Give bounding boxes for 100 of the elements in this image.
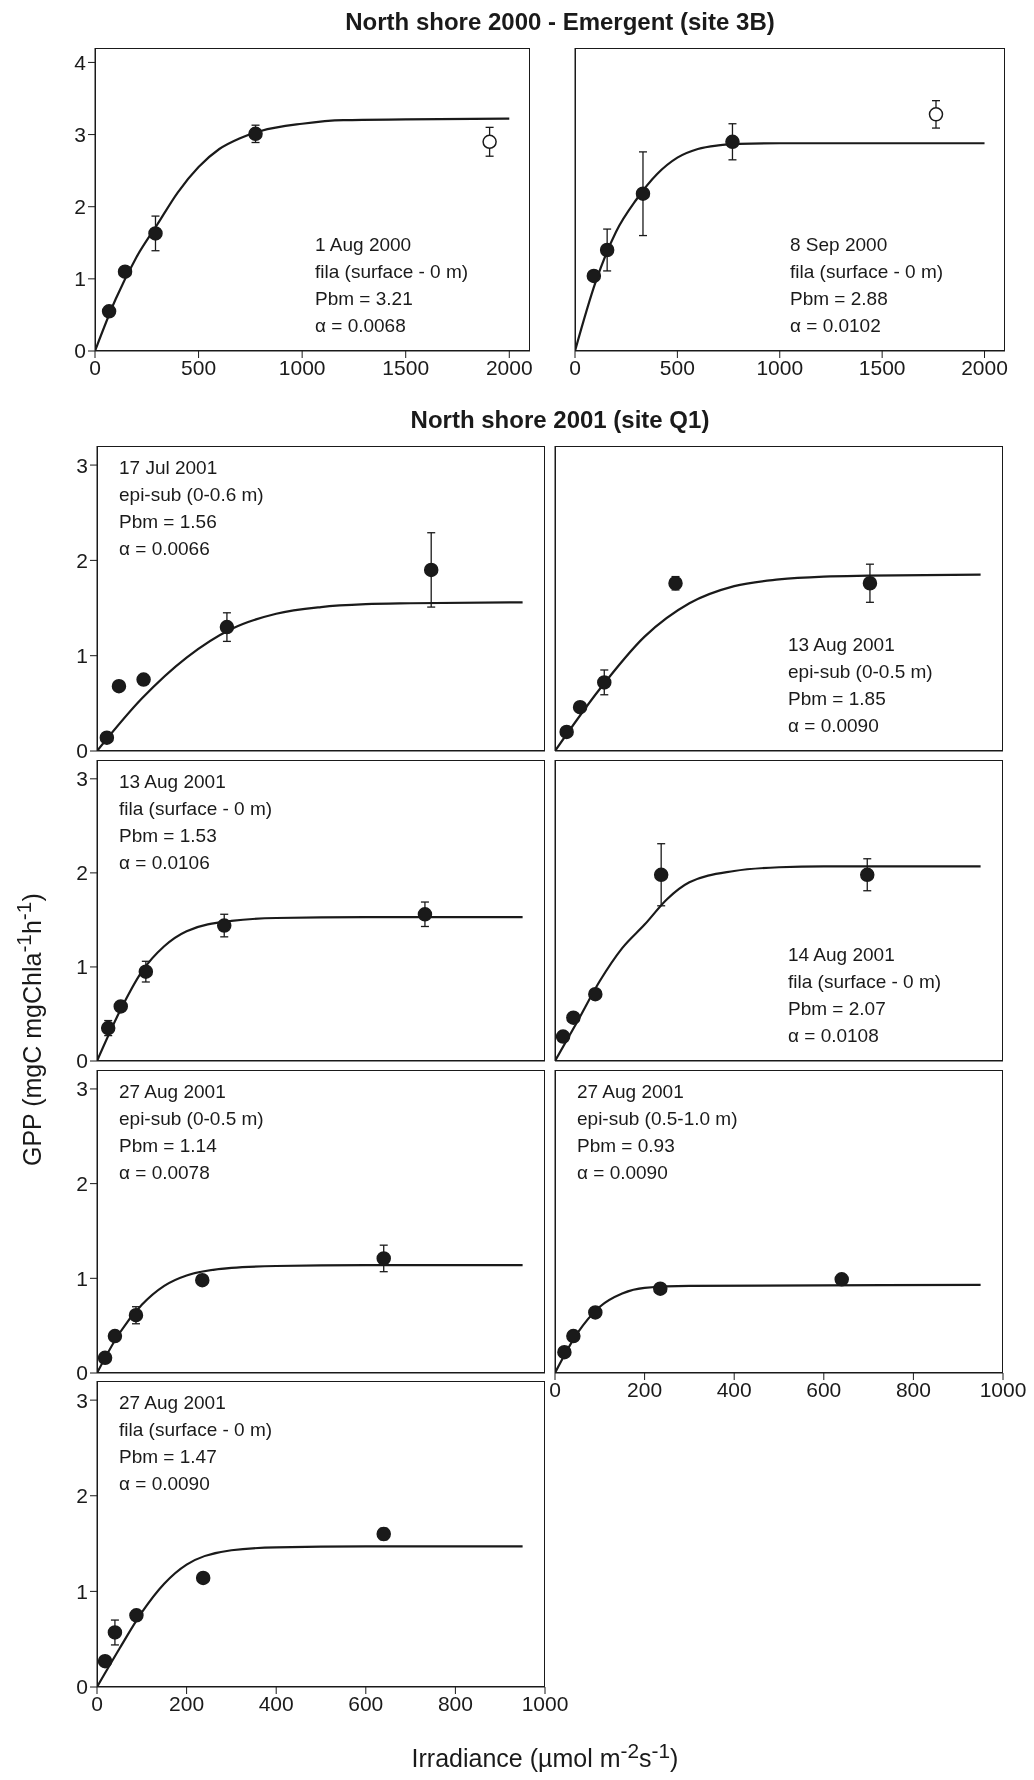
x-tick-label: 2000 xyxy=(961,355,1008,379)
y-tick-label: 2 xyxy=(76,548,88,572)
annotation: Pbm = 3.21 xyxy=(315,287,414,311)
y-tick-label: 3 xyxy=(76,1388,88,1412)
point xyxy=(599,242,615,258)
x-tick-label: 2000 xyxy=(485,355,533,379)
y-tick-label: 3 xyxy=(76,1077,88,1101)
point xyxy=(566,1328,581,1344)
annotation: Pbm = 1.56 xyxy=(119,510,218,534)
annotation: α = 0.0066 xyxy=(119,537,211,561)
point xyxy=(129,1608,144,1623)
point xyxy=(635,186,651,201)
x-tick-label: 600 xyxy=(806,1377,842,1401)
annotation: epi-sub (0-0.5 m) xyxy=(788,660,933,684)
y-tick-label: 2 xyxy=(74,195,86,219)
x-tick-label: 1500 xyxy=(858,355,906,379)
point xyxy=(555,1029,571,1044)
annotation: α = 0.0106 xyxy=(119,851,211,875)
annotation: 13 Aug 2001 xyxy=(119,770,227,794)
point xyxy=(860,867,875,883)
annotation: Pbm = 1.14 xyxy=(119,1134,218,1158)
y-tick-label: 0 xyxy=(76,1361,88,1385)
annotation: 27 Aug 2001 xyxy=(119,1080,227,1104)
annotation: fila (surface - 0 m) xyxy=(790,260,944,284)
y-tick-label: 0 xyxy=(74,339,86,363)
y-tick-label: 1 xyxy=(76,955,88,979)
y-tick-label: 1 xyxy=(74,267,86,291)
annotation: α = 0.0090 xyxy=(788,714,880,738)
annotation: Pbm = 1.85 xyxy=(788,687,887,711)
point xyxy=(566,1010,581,1025)
x-tick-label: 1000 xyxy=(756,355,804,379)
annotation: 27 Aug 2001 xyxy=(119,1391,227,1415)
annotation: α = 0.0108 xyxy=(788,1024,880,1048)
annotation: α = 0.0102 xyxy=(790,314,882,338)
y-tick-label: 3 xyxy=(74,123,86,147)
y-tick-label: 1 xyxy=(76,1266,88,1290)
annotation: fila (surface - 0 m) xyxy=(315,260,469,284)
y-tick-label: 2 xyxy=(76,1484,88,1508)
point xyxy=(117,264,133,279)
annotation: 14 Aug 2001 xyxy=(788,943,896,967)
point xyxy=(557,1344,572,1360)
point xyxy=(148,226,163,241)
point xyxy=(107,1625,123,1640)
chart-title: North shore 2001 (site Q1) xyxy=(409,406,711,434)
annotation: fila (surface - 0 m) xyxy=(788,970,942,994)
x-tick-label: 500 xyxy=(659,355,695,379)
annotation: Pbm = 1.47 xyxy=(119,1445,218,1469)
point xyxy=(216,918,232,933)
point xyxy=(97,1653,113,1669)
point xyxy=(862,576,878,591)
x-tick-label: 1000 xyxy=(979,1377,1027,1401)
point xyxy=(928,107,944,122)
x-tick-label: 200 xyxy=(169,1691,205,1715)
x-tick-label: 0 xyxy=(91,1691,103,1715)
annotation: Pbm = 2.88 xyxy=(790,287,889,311)
point xyxy=(113,999,128,1014)
y-tick-label: 0 xyxy=(76,1675,88,1699)
y-tick-label: 1 xyxy=(76,644,88,668)
x-tick-label: 1000 xyxy=(278,355,326,379)
annotation: 17 Jul 2001 xyxy=(119,456,219,480)
point xyxy=(597,675,612,690)
point xyxy=(376,1251,391,1266)
annotation: α = 0.0090 xyxy=(577,1161,669,1185)
y-tick-label: 3 xyxy=(76,767,88,791)
annotation: 8 Sep 2000 xyxy=(790,233,889,257)
y-tick-label: 3 xyxy=(76,453,88,477)
point xyxy=(423,562,439,578)
annotation: Pbm = 0.93 xyxy=(577,1134,676,1158)
point xyxy=(653,867,669,883)
annotation: 1 Aug 2000 xyxy=(315,233,413,257)
x-tick-label: 800 xyxy=(437,1691,473,1715)
x-tick-label: 500 xyxy=(181,355,217,379)
point xyxy=(586,268,602,284)
x-tick-label: 1000 xyxy=(521,1691,569,1715)
y-tick-label: 1 xyxy=(76,1579,88,1603)
point xyxy=(588,1305,603,1320)
point xyxy=(559,724,574,740)
point xyxy=(195,1272,210,1288)
x-tick-label: 200 xyxy=(627,1377,663,1401)
x-tick-label: 400 xyxy=(716,1377,752,1401)
y-tick-label: 0 xyxy=(76,1049,88,1073)
point xyxy=(725,134,740,150)
annotation: fila (surface - 0 m) xyxy=(119,1418,273,1442)
chart-title: North shore 2000 - Emergent (site 3B) xyxy=(344,8,776,36)
point xyxy=(417,907,433,922)
x-tick-label: 0 xyxy=(549,1377,561,1401)
annotation: Pbm = 1.53 xyxy=(119,824,218,848)
annotation: epi-sub (0.5-1.0 m) xyxy=(577,1107,738,1131)
point xyxy=(138,964,154,979)
y-tick-label: 2 xyxy=(76,861,88,885)
x-tick-label: 800 xyxy=(895,1377,931,1401)
y-tick-label: 0 xyxy=(76,739,88,763)
y-tick-label: 4 xyxy=(74,50,87,74)
y-tick-label: 2 xyxy=(76,1172,88,1196)
x-tick-label: 400 xyxy=(258,1691,294,1715)
point xyxy=(111,678,127,694)
point xyxy=(482,134,497,150)
annotation: α = 0.0090 xyxy=(119,1472,211,1496)
point xyxy=(572,699,588,715)
point xyxy=(588,986,603,1002)
